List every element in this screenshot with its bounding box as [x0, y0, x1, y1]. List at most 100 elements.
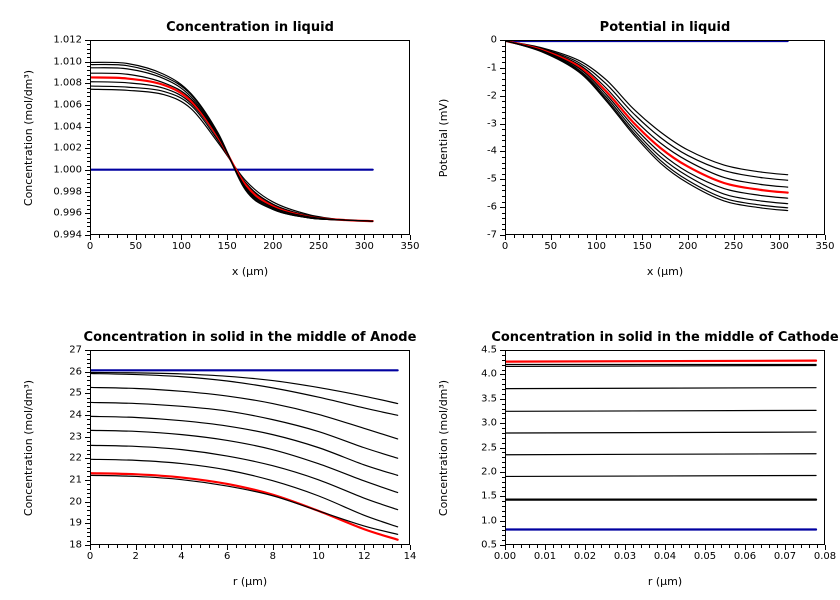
y-minor-tick: [502, 389, 505, 390]
y-tick: [85, 502, 90, 503]
x-tick: [90, 545, 91, 550]
x-minor-tick: [537, 545, 538, 548]
y-minor-tick: [87, 92, 90, 93]
y-axis-label: Concentration (mol/dm³): [437, 379, 450, 515]
x-minor-tick: [209, 545, 210, 548]
x-minor-tick: [657, 545, 658, 548]
series-line: [91, 445, 398, 509]
y-minor-tick: [87, 376, 90, 377]
x-minor-tick: [163, 235, 164, 238]
x-minor-tick: [724, 235, 725, 238]
series-line: [91, 73, 373, 221]
y-tick-label: 0.994: [53, 230, 82, 241]
y-tick: [500, 124, 505, 125]
x-tick-label: 0.00: [494, 551, 516, 562]
x-minor-tick: [99, 235, 100, 238]
x-minor-tick: [777, 545, 778, 548]
y-minor-tick: [87, 179, 90, 180]
y-minor-tick: [87, 118, 90, 119]
y-axis-label: Concentration (mol/dm³): [22, 69, 35, 205]
x-tick: [410, 545, 411, 550]
y-tick-label: 1.008: [53, 78, 82, 89]
series-line: [506, 432, 816, 433]
x-minor-tick: [715, 235, 716, 238]
y-minor-tick: [87, 222, 90, 223]
x-minor-tick: [282, 545, 283, 548]
y-minor-tick: [502, 409, 505, 410]
y-minor-tick: [87, 528, 90, 529]
x-minor-tick: [561, 545, 562, 548]
series-line: [506, 41, 788, 180]
y-tick-label: 3.5: [481, 393, 497, 404]
series-line: [506, 410, 816, 411]
y-minor-tick: [502, 218, 505, 219]
x-minor-tick: [697, 235, 698, 238]
series-line: [506, 388, 816, 389]
x-minor-tick: [801, 545, 802, 548]
series-line: [506, 41, 788, 198]
x-tick: [227, 235, 228, 240]
y-tick-label: 0: [491, 35, 497, 46]
series-layer: [91, 41, 409, 234]
y-tick-label: 1.0: [481, 515, 497, 526]
y-tick: [85, 480, 90, 481]
x-tick: [705, 545, 706, 550]
x-tick-label: 0.04: [654, 551, 676, 562]
x-minor-tick: [191, 235, 192, 238]
y-minor-tick: [87, 96, 90, 97]
series-line: [506, 41, 788, 175]
x-tick: [319, 545, 320, 550]
x-minor-tick: [624, 235, 625, 238]
y-minor-tick: [502, 428, 505, 429]
y-tick: [500, 207, 505, 208]
x-tick-label: 14: [404, 551, 417, 562]
series-line: [506, 454, 816, 455]
series-line: [91, 402, 398, 458]
y-minor-tick: [87, 476, 90, 477]
y-minor-tick: [502, 487, 505, 488]
y-tick: [85, 372, 90, 373]
x-minor-tick: [761, 545, 762, 548]
y-minor-tick: [87, 114, 90, 115]
x-minor-tick: [346, 235, 347, 238]
x-minor-tick: [578, 235, 579, 238]
y-minor-tick: [87, 419, 90, 420]
y-minor-tick: [87, 231, 90, 232]
x-minor-tick: [355, 235, 356, 238]
y-minor-tick: [87, 218, 90, 219]
y-minor-tick: [87, 354, 90, 355]
y-tick-label: 0.998: [53, 186, 82, 197]
x-minor-tick: [337, 235, 338, 238]
y-tick-label: 0.5: [481, 540, 497, 551]
x-minor-tick: [713, 545, 714, 548]
x-tick: [364, 235, 365, 240]
y-minor-tick: [87, 57, 90, 58]
x-tick-label: 300: [770, 241, 789, 252]
y-minor-tick: [502, 413, 505, 414]
x-tick: [665, 545, 666, 550]
y-minor-tick: [87, 187, 90, 188]
x-minor-tick: [392, 545, 393, 548]
y-minor-tick: [502, 185, 505, 186]
x-minor-tick: [127, 545, 128, 548]
y-minor-tick: [87, 53, 90, 54]
y-minor-tick: [87, 389, 90, 390]
x-tick: [785, 545, 786, 550]
y-minor-tick: [502, 379, 505, 380]
x-minor-tick: [601, 545, 602, 548]
y-minor-tick: [502, 394, 505, 395]
x-tick-label: 0.02: [574, 551, 596, 562]
x-tick: [779, 235, 780, 240]
x-minor-tick: [172, 545, 173, 548]
x-tick: [273, 235, 274, 240]
y-tick-label: -5: [487, 174, 497, 185]
y-tick: [85, 523, 90, 524]
x-tick-label: 350: [815, 241, 834, 252]
x-minor-tick: [651, 235, 652, 238]
x-minor-tick: [577, 545, 578, 548]
x-minor-tick: [218, 235, 219, 238]
x-tick-label: 0: [87, 241, 93, 252]
x-minor-tick: [542, 235, 543, 238]
y-minor-tick: [87, 471, 90, 472]
y-minor-tick: [87, 359, 90, 360]
